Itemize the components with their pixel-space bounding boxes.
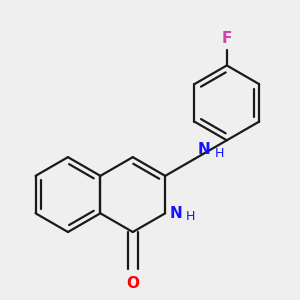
Text: H: H — [214, 147, 224, 160]
Text: N: N — [197, 142, 210, 157]
Text: N: N — [169, 206, 182, 221]
Text: H: H — [186, 210, 196, 223]
Text: O: O — [126, 276, 139, 291]
Text: F: F — [222, 32, 232, 46]
